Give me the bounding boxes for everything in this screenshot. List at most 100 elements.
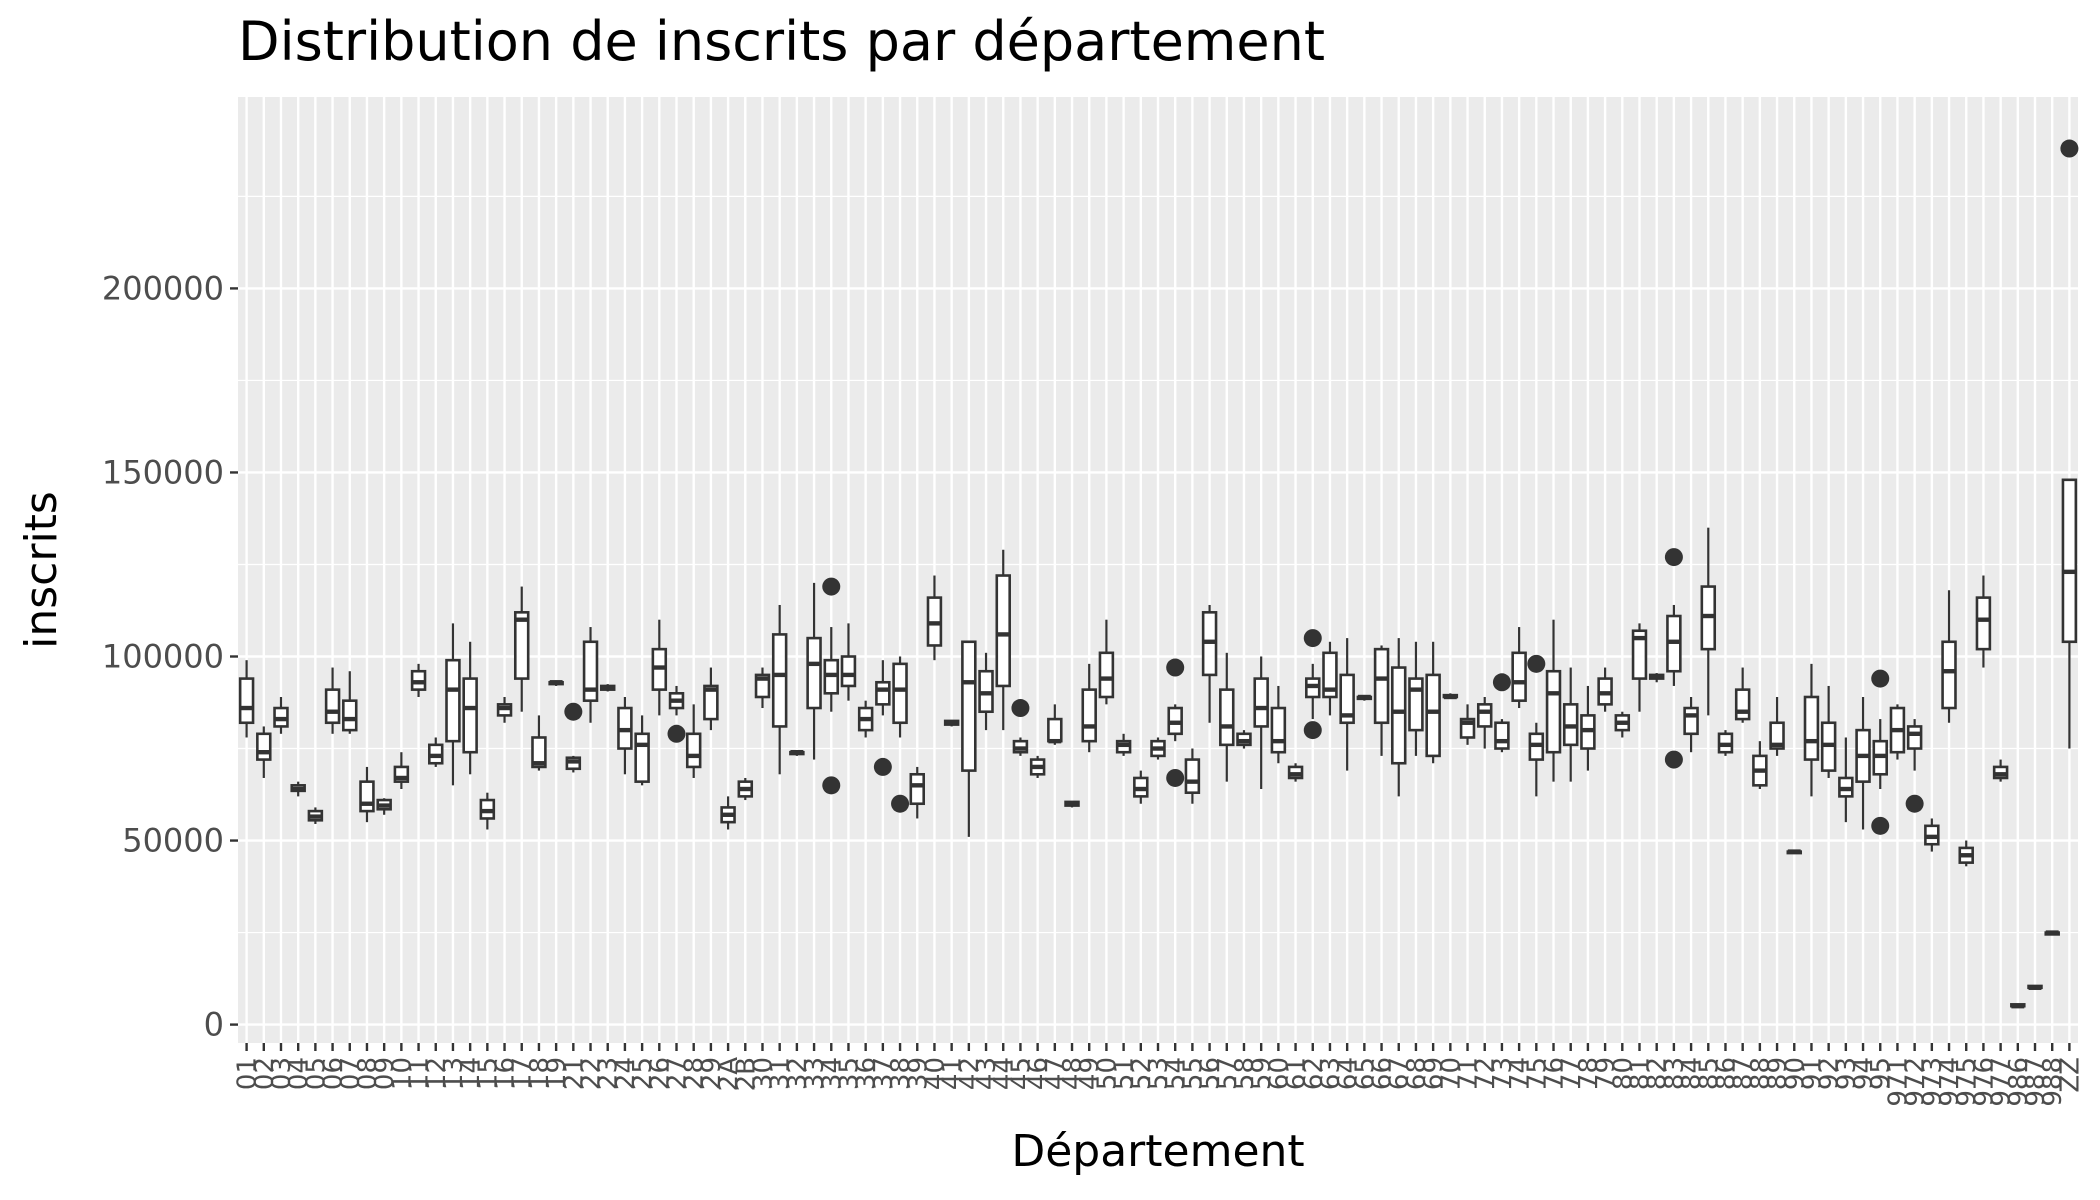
box-45 [1011,699,1030,756]
box-976 [1975,575,1992,668]
x-tick-label: 64 [1333,1057,1363,1090]
x-tick-label: 31 [766,1057,796,1090]
box-iqr [1390,666,1407,765]
box-986 [2010,1003,2026,1009]
x-tick-label: 85 [1694,1057,1724,1090]
box-49 [1081,663,1097,753]
box-51 [1115,733,1132,756]
box-36 [857,700,874,738]
x-tick-label: 10 [387,1057,417,1090]
x-tick-label: 49 [1075,1057,1105,1090]
x-tick-label: 70 [1436,1057,1466,1090]
box-2B [737,777,754,801]
x-tick-label: 36 [852,1057,882,1090]
box-67 [1390,638,1407,797]
box-16 [496,696,513,723]
outlier-point [873,757,892,776]
x-tick-label: 88 [1746,1057,1776,1090]
x-tick-label: 52 [1127,1057,1157,1090]
box-iqr [1975,596,1992,651]
outlier-point [1871,816,1890,835]
x-tick-label: 50 [1092,1057,1122,1090]
box-33 [806,582,822,760]
box-18 [531,715,547,771]
x-tick-label: 34 [817,1057,847,1090]
outlier-point [2060,139,2079,158]
box-87 [1734,667,1751,723]
chart-title: Distribution de inscrits par département [238,10,1325,73]
box-05 [307,807,324,824]
x-tick-label: 63 [1316,1057,1346,1090]
x-tick-label: 74 [1505,1057,1535,1090]
box-987 [2027,984,2043,990]
box-973 [1924,818,1940,852]
x-tick-label: 94 [1849,1057,1879,1090]
x-tick-label: 77 [1557,1057,1587,1090]
box-59 [1253,656,1269,790]
box-23 [599,684,616,692]
x-tick-label: 26 [645,1057,675,1090]
x-tick-label: 78 [1574,1057,1604,1090]
box-25 [634,715,650,786]
box-42 [961,640,977,837]
box-iqr [359,780,375,813]
x-tick-label: 87 [1729,1057,1759,1090]
box-30 [754,667,771,709]
x-tick-label: 02 [250,1057,280,1090]
outlier-point [1905,794,1924,813]
x-tick-label: 15 [473,1057,503,1090]
box-53 [1150,737,1166,760]
box-54 [1166,658,1185,787]
y-tick-label: 150000 [102,453,224,491]
box-38 [891,656,910,813]
x-tick-label: 86 [1711,1057,1741,1090]
box-iqr [462,677,478,754]
box-iqr [1184,758,1201,794]
x-tick-label: 41 [938,1057,968,1090]
box-58 [1236,730,1252,749]
x-tick-label: 19 [542,1057,572,1090]
box-47 [1047,704,1063,745]
box-iqr [995,574,1011,688]
y-tick-label: 200000 [102,269,224,307]
box-2A [720,796,736,830]
x-tick-label: 21 [559,1057,589,1090]
y-tick-label: 100000 [102,638,224,676]
x-tick-label: 29 [697,1057,727,1090]
x-tick-label: 986 [2004,1057,2034,1107]
box-81 [1631,623,1648,712]
x-tick-label: 18 [525,1057,555,1090]
box-iqr [1683,706,1699,736]
box-04 [290,781,306,797]
box-14 [462,641,478,775]
outlier-point [667,724,686,743]
x-tick-label: 975 [1952,1057,1982,1107]
box-57 [1219,652,1235,782]
box-iqr [342,699,358,732]
x-tick-label: ZZ [2055,1057,2085,1093]
box-73 [1492,673,1511,753]
x-tick-label: 71 [1454,1057,1484,1090]
box-35 [840,623,857,701]
x-tick-label: 24 [611,1057,641,1090]
box-07 [342,671,358,734]
x-tick-label: 05 [301,1057,331,1090]
boxplot-series [238,139,2079,1009]
box-08 [359,766,375,823]
x-tick-label: 57 [1213,1057,1243,1090]
x-tick-label: 07 [336,1057,366,1090]
outlier-point [1664,548,1683,567]
box-80 [1614,711,1631,738]
box-40 [926,575,943,661]
outlier-point [1166,768,1185,787]
box-971 [1889,704,1906,760]
outlier-point [1664,750,1683,769]
box-13 [445,623,461,786]
box-iqr [1408,677,1424,732]
box-22 [582,627,599,723]
box-78 [1580,685,1596,771]
box-63 [1322,641,1338,716]
outlier-point [891,794,910,813]
